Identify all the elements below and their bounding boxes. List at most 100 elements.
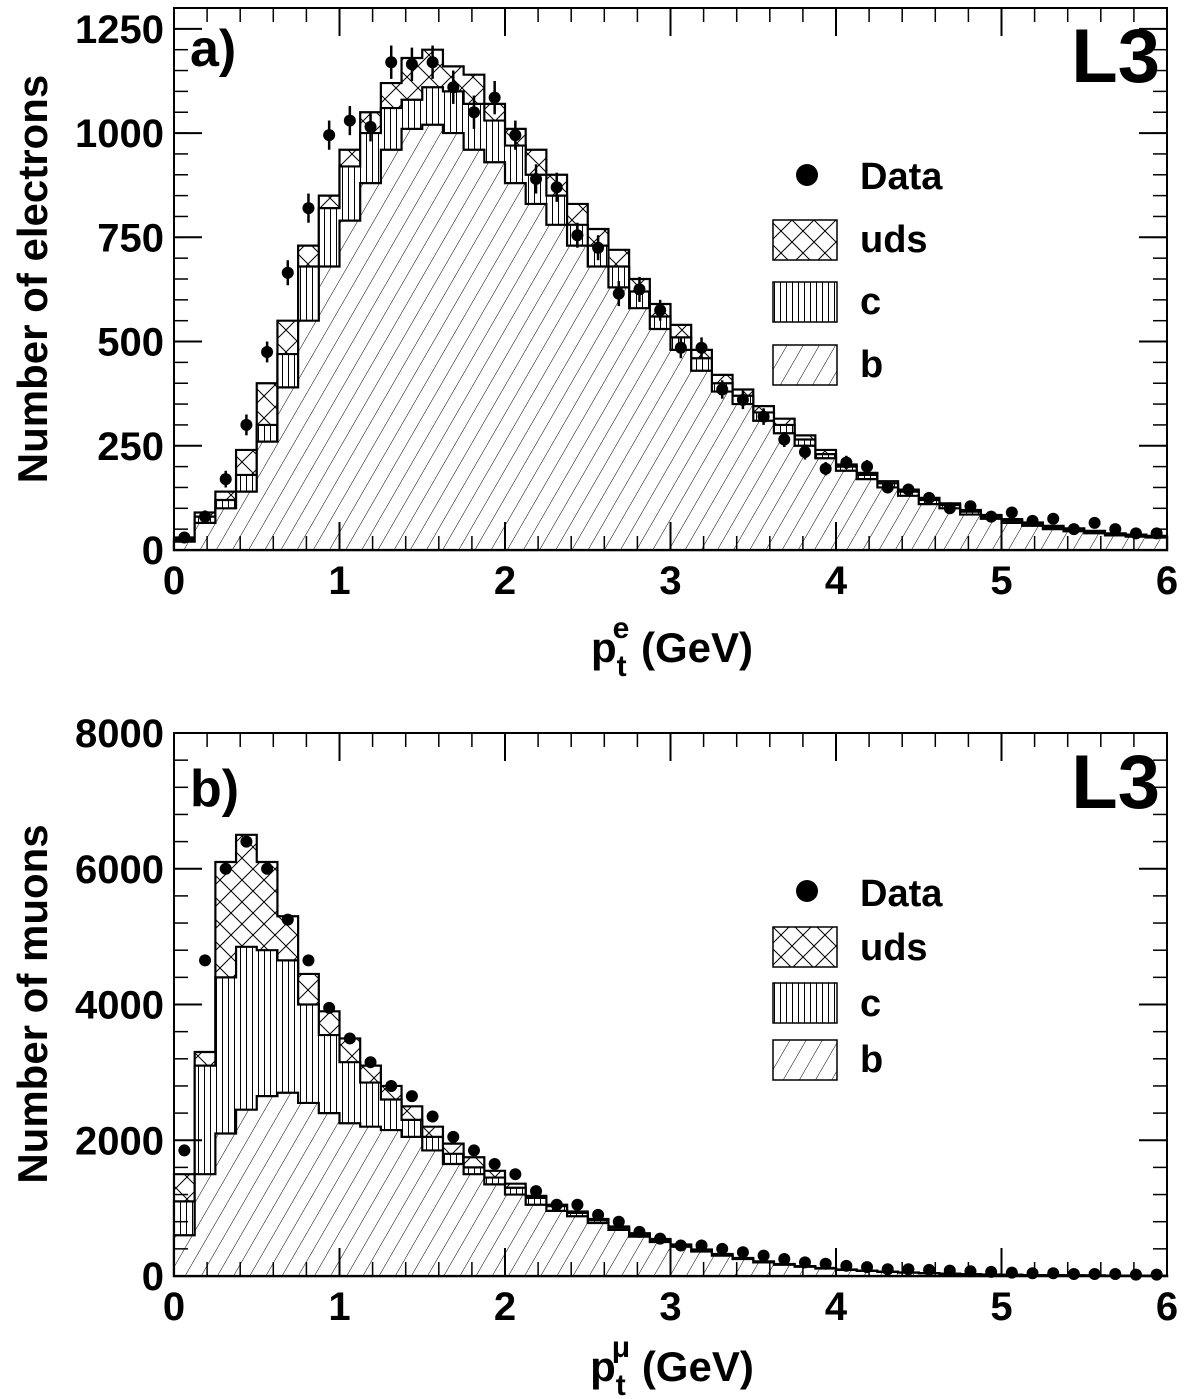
data-point <box>695 1239 708 1252</box>
data-point <box>861 1261 874 1274</box>
legend-data-marker <box>796 880 818 902</box>
data-point <box>654 1232 667 1245</box>
data-point <box>674 1239 687 1252</box>
data-point <box>695 341 708 354</box>
data-point <box>840 456 853 469</box>
legend-uds-label: uds <box>860 927 928 969</box>
data-point <box>1129 1268 1142 1281</box>
data-point <box>633 283 646 296</box>
data-point <box>261 862 274 875</box>
legend-uds-swatch <box>772 219 838 261</box>
data-point <box>1150 1268 1163 1281</box>
data-point <box>1067 1267 1080 1280</box>
data-point <box>964 500 977 513</box>
data-point <box>881 481 894 494</box>
panel-a-experiment-label: L3 <box>1071 14 1160 99</box>
data-point <box>426 56 439 69</box>
legend-c-swatch <box>772 982 838 1024</box>
x-tick-label: 6 <box>1156 1285 1178 1329</box>
legend-c-swatch <box>772 281 838 323</box>
panel-b-histograms <box>172 833 1169 1278</box>
panel-b-x-axis-sub: t <box>616 1369 626 1399</box>
panel-b-x-axis-symbol: p <box>590 1343 616 1390</box>
data-point <box>902 483 915 496</box>
data-point <box>447 1130 460 1143</box>
legend-c-label: c <box>860 983 881 1025</box>
data-point <box>302 202 315 215</box>
data-point <box>219 862 232 875</box>
legend-c-label: c <box>860 281 881 323</box>
data-point <box>985 510 998 523</box>
y-tick-label: 2000 <box>75 1119 164 1163</box>
panel-a-legend: Data uds c b <box>772 156 943 386</box>
data-point <box>736 1246 749 1259</box>
y-tick-label: 1250 <box>75 8 164 52</box>
data-point <box>1067 523 1080 536</box>
panel-a-tick-labels: 0 1 2 3 4 5 6 0 250 500 750 1000 1250 <box>75 8 1178 603</box>
data-point <box>757 1249 770 1262</box>
y-tick-label: 8000 <box>75 712 164 756</box>
data-point <box>1088 516 1101 529</box>
panel-b-experiment-label: L3 <box>1071 740 1160 825</box>
data-point <box>1005 506 1018 519</box>
y-tick-label: 4000 <box>75 984 164 1028</box>
panel-b-x-axis-unit: (GeV) <box>630 1343 754 1390</box>
panel-a-x-axis-sup: e <box>613 612 630 645</box>
data-point <box>798 446 811 459</box>
data-point <box>1026 514 1039 527</box>
data-point <box>178 531 191 544</box>
data-point <box>509 129 522 142</box>
data-point <box>902 1263 915 1276</box>
data-point <box>819 462 832 475</box>
legend-b-label: b <box>860 344 883 386</box>
panel-a-y-axis-label: Number of electrons <box>9 75 56 483</box>
legend-data-label: Data <box>860 156 943 198</box>
data-point <box>467 106 480 119</box>
legend-b-swatch <box>772 1039 838 1081</box>
x-tick-label: 3 <box>659 559 681 603</box>
data-point <box>633 1225 646 1238</box>
legend-b-label: b <box>860 1039 883 1081</box>
data-point <box>199 954 212 967</box>
panel-a: 0 1 2 3 4 5 6 0 250 500 750 1000 1250 a) L3 Number o… <box>9 7 1178 683</box>
x-tick-label: 4 <box>825 1285 848 1329</box>
data-point <box>571 1198 584 1211</box>
data-point <box>240 418 253 431</box>
y-tick-label: 250 <box>97 425 164 469</box>
data-point <box>1047 512 1060 525</box>
data-point <box>612 287 625 300</box>
x-tick-label: 4 <box>825 559 848 603</box>
data-point <box>943 502 956 515</box>
data-point <box>530 1185 543 1198</box>
data-point <box>716 383 729 396</box>
data-point <box>654 304 667 317</box>
data-point <box>385 1079 398 1092</box>
data-point <box>323 1001 336 1014</box>
x-tick-label: 2 <box>494 1285 516 1329</box>
x-tick-label: 0 <box>163 1285 185 1329</box>
data-point <box>716 1242 729 1255</box>
data-point <box>736 393 749 406</box>
data-point <box>778 1253 791 1266</box>
data-point <box>757 410 770 423</box>
data-point <box>281 913 294 926</box>
data-point <box>592 1208 605 1221</box>
panel-b-ticks <box>173 732 1168 1277</box>
panel-a-label: a) <box>190 20 236 78</box>
data-point <box>178 1144 191 1157</box>
data-point <box>488 1158 501 1171</box>
data-point <box>592 241 605 254</box>
legend-data-label: Data <box>860 873 943 915</box>
legend-b-swatch <box>772 344 838 386</box>
y-tick-label: 500 <box>97 321 164 365</box>
panel-a-data-points <box>178 45 1163 544</box>
panel-b-tick-labels: 0 1 2 3 4 5 6 0 2000 4000 6000 8000 <box>75 712 1178 1329</box>
data-point <box>985 1265 998 1278</box>
panel-b-legend: Data uds c b <box>772 873 943 1081</box>
panel-a-x-axis-unit: (GeV) <box>629 624 753 671</box>
data-point <box>550 181 563 194</box>
y-tick-label: 750 <box>97 216 164 260</box>
data-point <box>778 433 791 446</box>
legend-uds-label: uds <box>860 219 928 261</box>
data-point <box>405 58 418 71</box>
